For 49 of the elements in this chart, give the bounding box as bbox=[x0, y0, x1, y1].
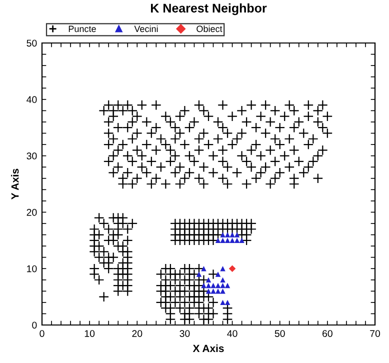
point bbox=[234, 232, 240, 238]
x-tick-label: 20 bbox=[132, 330, 142, 337]
point bbox=[224, 300, 230, 306]
point bbox=[230, 238, 235, 243]
y-tick-label: 30 bbox=[26, 152, 37, 160]
x-tick-label: 10 bbox=[84, 330, 95, 337]
x-tick-label: 60 bbox=[322, 330, 332, 337]
point bbox=[220, 232, 226, 238]
x-tick-label: 0 bbox=[40, 330, 44, 337]
point bbox=[215, 272, 221, 277]
point bbox=[210, 288, 216, 294]
point bbox=[220, 266, 226, 272]
point bbox=[224, 238, 230, 243]
point bbox=[206, 282, 212, 288]
legend-label: Obiect bbox=[196, 25, 222, 32]
legend-label: Puncte bbox=[68, 26, 96, 32]
point bbox=[220, 288, 226, 294]
x-tick-label: 40 bbox=[227, 330, 238, 337]
legend-label: Vecini bbox=[134, 25, 158, 32]
y-tick-label: 0 bbox=[32, 322, 37, 329]
chart-title: K Nearest Neighbor bbox=[150, 3, 267, 16]
x-tick-label: 70 bbox=[370, 330, 380, 337]
point bbox=[201, 266, 206, 272]
point bbox=[201, 282, 206, 288]
point bbox=[230, 232, 235, 238]
x-axis-title: X Axis bbox=[192, 344, 224, 352]
point bbox=[220, 282, 226, 288]
point bbox=[206, 277, 212, 282]
y-tick-label: 10 bbox=[27, 265, 37, 272]
point bbox=[239, 238, 244, 243]
x-tick-label: 50 bbox=[274, 330, 285, 337]
point bbox=[206, 288, 212, 294]
point bbox=[210, 282, 216, 288]
y-tick-label: 50 bbox=[26, 40, 37, 47]
point bbox=[215, 282, 221, 288]
point bbox=[215, 288, 221, 294]
point bbox=[220, 300, 226, 306]
y-tick-label: 40 bbox=[26, 96, 37, 104]
y-axis-title: Y Axis bbox=[11, 168, 19, 200]
point bbox=[224, 232, 230, 238]
point bbox=[224, 282, 230, 288]
point bbox=[228, 265, 236, 272]
x-tick-label: 30 bbox=[180, 330, 190, 337]
point bbox=[196, 272, 202, 277]
point bbox=[220, 238, 226, 243]
y-tick-label: 20 bbox=[26, 208, 37, 216]
point bbox=[215, 238, 221, 243]
point bbox=[220, 277, 226, 282]
point bbox=[234, 238, 240, 243]
